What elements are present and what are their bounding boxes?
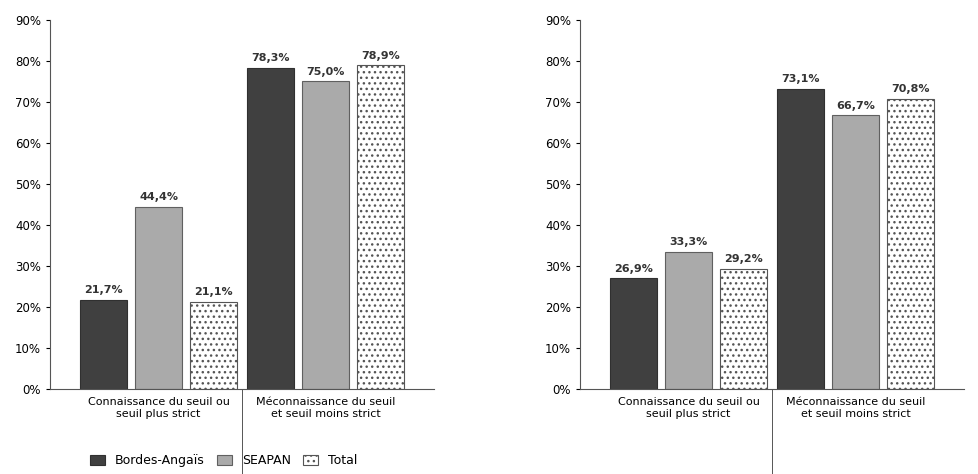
- Text: 44,4%: 44,4%: [139, 192, 178, 202]
- Bar: [609, 279, 656, 389]
- Bar: [664, 252, 711, 389]
- Bar: [246, 68, 293, 389]
- Text: 21,7%: 21,7%: [84, 285, 122, 295]
- Legend: Bordes-Angaïs, SEAPAN, Total: Bordes-Angaïs, SEAPAN, Total: [84, 449, 362, 473]
- Text: 21,1%: 21,1%: [195, 287, 233, 297]
- Bar: [831, 116, 878, 389]
- Bar: [80, 300, 127, 389]
- Bar: [886, 99, 933, 389]
- Bar: [135, 207, 182, 389]
- Text: 29,2%: 29,2%: [724, 254, 762, 264]
- Bar: [302, 82, 348, 389]
- Text: 73,1%: 73,1%: [780, 74, 819, 84]
- Text: 70,8%: 70,8%: [890, 84, 929, 94]
- Text: 78,9%: 78,9%: [361, 51, 400, 61]
- Text: 33,3%: 33,3%: [669, 237, 707, 247]
- Bar: [357, 65, 404, 389]
- Bar: [720, 269, 766, 389]
- Text: 26,9%: 26,9%: [613, 264, 652, 273]
- Text: 75,0%: 75,0%: [306, 66, 344, 76]
- Bar: [190, 302, 237, 389]
- Bar: [777, 89, 822, 389]
- Text: 78,3%: 78,3%: [251, 53, 289, 63]
- Text: 66,7%: 66,7%: [835, 100, 874, 110]
